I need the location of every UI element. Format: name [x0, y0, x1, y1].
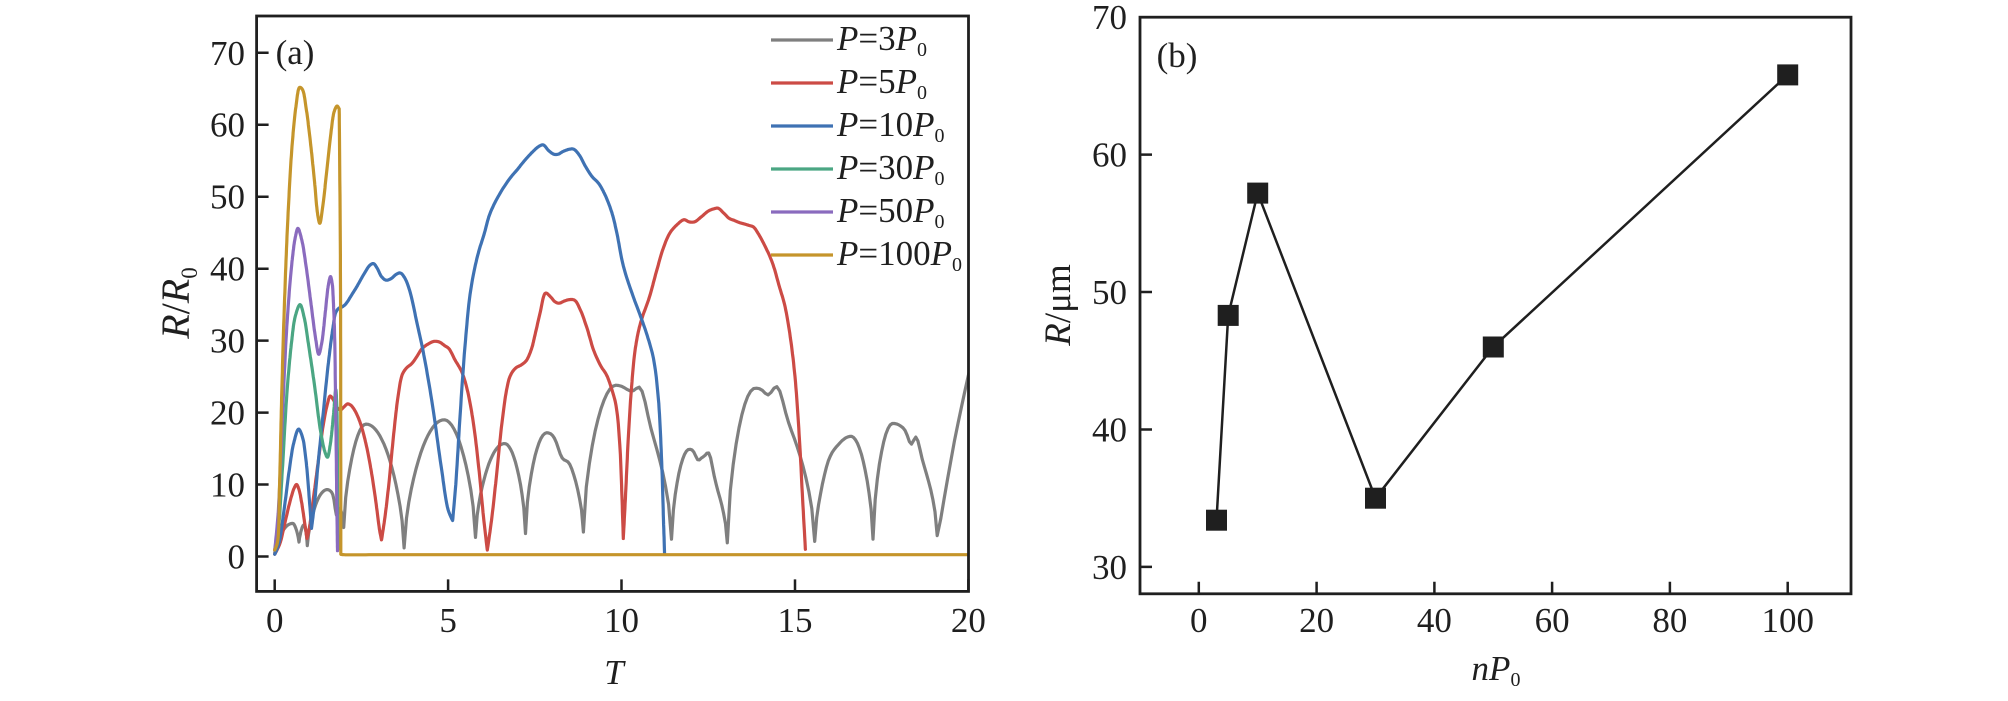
svg-text:20: 20: [951, 601, 986, 640]
svg-text:nP0: nP0: [1472, 649, 1521, 691]
svg-text:0: 0: [1190, 601, 1208, 640]
svg-text:P=100P0: P=100P0: [836, 234, 962, 276]
svg-text:100: 100: [1761, 601, 1814, 640]
svg-text:60: 60: [1535, 601, 1570, 640]
svg-text:40: 40: [210, 250, 245, 289]
svg-text:T: T: [604, 653, 626, 692]
svg-text:P=5P0: P=5P0: [836, 62, 927, 104]
svg-text:(b): (b): [1157, 36, 1198, 75]
svg-text:20: 20: [1299, 601, 1334, 640]
svg-text:5: 5: [439, 601, 457, 640]
svg-text:R/μm: R/μm: [1038, 264, 1079, 347]
svg-text:15: 15: [778, 601, 813, 640]
svg-text:60: 60: [1092, 136, 1127, 175]
svg-text:50: 50: [210, 178, 245, 217]
svg-text:30: 30: [210, 322, 245, 361]
svg-text:10: 10: [604, 601, 639, 640]
svg-text:70: 70: [1092, 0, 1127, 37]
svg-text:(a): (a): [276, 33, 315, 72]
svg-text:0: 0: [266, 601, 284, 640]
svg-text:20: 20: [210, 394, 245, 433]
svg-text:0: 0: [228, 538, 246, 577]
svg-text:30: 30: [1092, 548, 1127, 587]
svg-text:P=10P0: P=10P0: [836, 105, 945, 147]
svg-text:50: 50: [1092, 273, 1127, 312]
svg-text:60: 60: [210, 106, 245, 145]
svg-text:10: 10: [210, 466, 245, 505]
svg-text:P=3P0: P=3P0: [836, 19, 927, 61]
svg-text:40: 40: [1092, 411, 1127, 450]
svg-text:80: 80: [1652, 601, 1687, 640]
svg-text:40: 40: [1417, 601, 1452, 640]
svg-text:70: 70: [210, 34, 245, 73]
svg-text:P=50P0: P=50P0: [836, 191, 945, 233]
svg-text:R/R0: R/R0: [153, 267, 202, 340]
svg-text:P=30P0: P=30P0: [836, 148, 945, 190]
